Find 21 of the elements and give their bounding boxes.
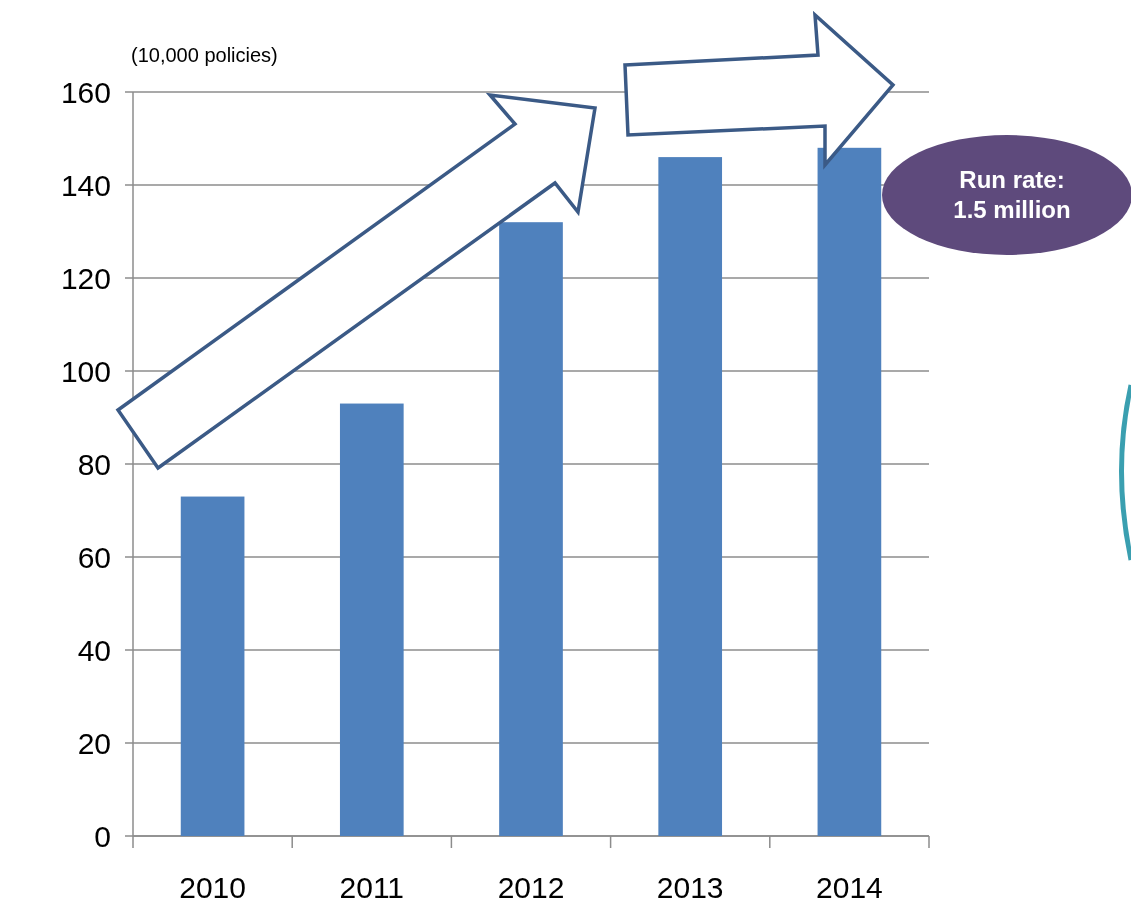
y-tick-label: 100 [60, 354, 111, 388]
y-tick-label: 140 [60, 168, 111, 202]
y-tick-label: 0 [94, 819, 111, 853]
y-tick-label: 160 [60, 75, 111, 109]
x-tick-label: 2014 [816, 871, 883, 904]
bar [180, 496, 245, 836]
bar [339, 403, 404, 836]
x-tick-label: 2013 [656, 871, 724, 904]
y-tick-label: 40 [77, 633, 111, 667]
x-tick-label: 2010 [179, 871, 246, 904]
x-tick-label: 2012 [497, 871, 565, 904]
y-tick-label: 20 [77, 726, 111, 760]
x-tick-label: 2011 [339, 871, 405, 904]
text: Run rate: 1.5 million [953, 166, 1071, 224]
y-tick-label: 80 [77, 447, 111, 481]
bar [499, 222, 563, 836]
bar [658, 157, 723, 836]
y-tick-label: 60 [77, 540, 111, 574]
bar [817, 147, 882, 836]
y-axis-title: (10,000 policies) [131, 44, 278, 66]
y-tick-label: 120 [60, 261, 111, 295]
